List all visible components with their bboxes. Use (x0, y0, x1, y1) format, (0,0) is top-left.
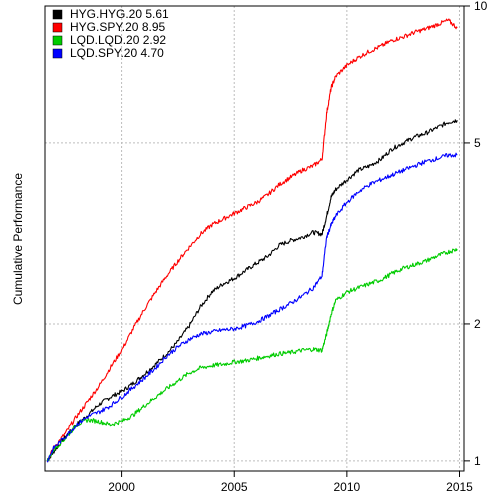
x-tick-label: 2005 (221, 480, 248, 494)
legend-swatch (52, 22, 63, 33)
series-line-3 (46, 248, 458, 462)
y-tick-label: 1 (474, 454, 481, 468)
y-tick-label: 5 (474, 136, 481, 150)
y-axis-title: Cumulative Performance (11, 173, 25, 305)
x-tick-label: 2010 (334, 480, 361, 494)
series-line-4 (46, 152, 458, 463)
series-layer (46, 18, 458, 463)
x-axis: 2000 2005 2010 2015 (108, 470, 473, 494)
legend-label: HYG.SPY.20 8.95 (70, 20, 166, 34)
legend-swatch (52, 9, 63, 20)
x-tick-label: 2000 (108, 480, 135, 494)
legend-label: LQD.LQD.20 2.92 (70, 33, 166, 47)
legend-label: HYG.HYG.20 5.61 (70, 7, 169, 21)
series-line-2 (46, 18, 458, 462)
plot-frame (44, 5, 465, 472)
y-tick-label: 2 (474, 317, 481, 331)
legend-label: LQD.SPY.20 4.70 (70, 46, 164, 60)
y-axis: 1 2 5 10 (463, 0, 488, 468)
grid (45, 5, 464, 471)
legend-swatch (52, 48, 63, 59)
y-tick-label: 10 (474, 0, 488, 13)
series-line-1 (46, 119, 458, 462)
x-tick-label: 2015 (446, 480, 473, 494)
legend-swatch (52, 35, 63, 46)
